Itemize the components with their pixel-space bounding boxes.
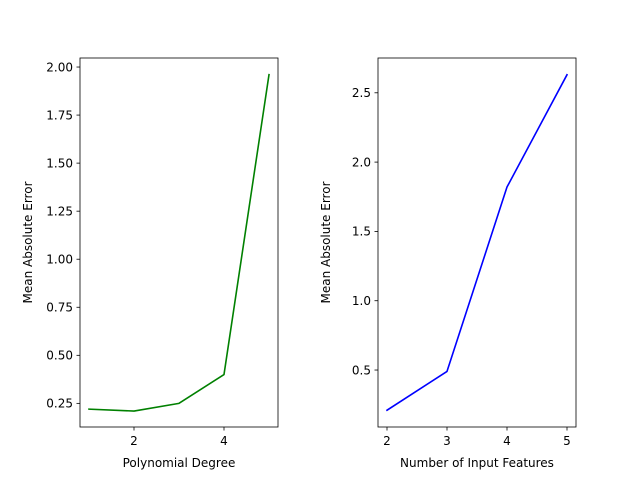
x-axis-label: Number of Input Features bbox=[400, 456, 554, 470]
axes-frame bbox=[79, 57, 279, 428]
series-line-0 bbox=[385, 73, 569, 412]
x-tick-label: 2 bbox=[130, 434, 138, 448]
x-axis-label: Polynomial Degree bbox=[123, 456, 236, 470]
y-tick-label: 1.00 bbox=[46, 253, 73, 267]
y-tick-label: 0.25 bbox=[46, 397, 73, 411]
series-line-0 bbox=[88, 73, 270, 412]
subplot-input-features: 2 3 4 5 0.5 1.0 1.5 2.0 2.5 Number of Input Featu… bbox=[319, 57, 577, 470]
y-tick-label: 2.0 bbox=[352, 155, 371, 169]
y-tick-label: 1.0 bbox=[352, 294, 371, 308]
y-tick-label: 2.5 bbox=[352, 86, 371, 100]
x-tick-label: 2 bbox=[383, 434, 391, 448]
y-axis-label: Mean Absolute Error bbox=[21, 181, 35, 303]
y-tick-label: 0.50 bbox=[46, 349, 73, 363]
y-axis-label: Mean Absolute Error bbox=[319, 181, 333, 303]
y-tick-label: 1.50 bbox=[46, 156, 73, 170]
subplot-polynomial-degree: 2 4 0.25 0.50 0.75 1.00 1.25 1.50 1.75 2.00 Polyno… bbox=[21, 57, 279, 470]
y-tick-label: 2.00 bbox=[46, 60, 73, 74]
x-tick-label: 4 bbox=[220, 434, 228, 448]
x-tick-label: 3 bbox=[443, 434, 451, 448]
y-tick-label: 1.5 bbox=[352, 225, 371, 239]
x-tick-label: 4 bbox=[503, 434, 511, 448]
axes-frame bbox=[377, 57, 577, 428]
y-tick-label: 1.75 bbox=[46, 108, 73, 122]
y-tick-label: 1.25 bbox=[46, 204, 73, 218]
x-tick-label: 5 bbox=[563, 434, 571, 448]
y-tick-label: 0.5 bbox=[352, 363, 371, 377]
y-tick-label: 0.75 bbox=[46, 301, 73, 315]
